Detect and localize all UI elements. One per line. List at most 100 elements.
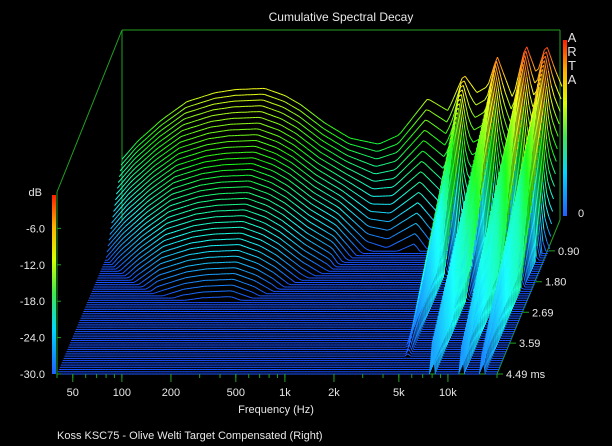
decay-segment <box>524 257 529 281</box>
decay-segment <box>111 219 115 224</box>
decay-segment <box>136 233 140 237</box>
decay-segment <box>534 175 539 236</box>
decay-segment <box>150 273 154 277</box>
decay-segment <box>289 271 294 275</box>
decay-segment <box>172 165 177 169</box>
decay-segment <box>290 168 294 172</box>
decay-segment <box>429 133 434 137</box>
decay-segment <box>266 156 271 159</box>
decay-segment <box>142 222 147 226</box>
decay-segment <box>138 186 143 190</box>
decay-segment <box>334 198 338 201</box>
decay-segment <box>401 167 406 172</box>
decay-segment <box>266 217 270 220</box>
decay-segment <box>377 236 381 238</box>
decay-segment <box>490 129 495 173</box>
decay-segment <box>302 112 307 116</box>
decay-segment <box>189 270 193 272</box>
decay-segment <box>289 110 294 114</box>
decay-segment <box>166 221 170 224</box>
decay-segment <box>200 257 204 260</box>
decay-segment <box>340 138 345 142</box>
decay-segment <box>122 240 126 245</box>
decay-segment <box>134 180 139 184</box>
decay-segment <box>333 165 337 169</box>
decay-segment <box>128 220 132 225</box>
decay-segment <box>148 172 153 177</box>
decay-segment <box>460 142 464 172</box>
decay-segment <box>166 138 171 142</box>
decay-segment <box>319 131 323 135</box>
decay-segment <box>184 111 188 114</box>
decay-segment <box>218 125 222 127</box>
decay-segment <box>274 146 279 149</box>
decay-segment <box>403 227 408 231</box>
decay-segment <box>468 106 473 114</box>
decay-segment <box>358 187 363 191</box>
decay-segment <box>130 268 134 272</box>
decay-segment <box>201 251 205 254</box>
decay-segment <box>268 107 272 110</box>
decay-segment <box>329 188 333 192</box>
decay-segment <box>436 162 441 166</box>
decay-segment <box>355 145 359 147</box>
decay-segment <box>175 235 179 238</box>
decay-segment <box>159 268 163 271</box>
decay-segment <box>115 266 120 270</box>
decay-segment <box>394 158 399 162</box>
decay-segment <box>339 144 344 148</box>
decay-segment <box>359 226 364 231</box>
decay-segment <box>128 264 133 269</box>
decay-segment <box>245 228 250 231</box>
decay-segment <box>301 118 306 122</box>
decay-segment <box>296 211 300 215</box>
decay-segment <box>447 104 451 111</box>
decay-segment <box>347 216 352 220</box>
decay-segment <box>340 157 345 161</box>
decay-segment <box>192 197 197 199</box>
decay-segment <box>293 131 297 135</box>
decay-segment <box>142 178 147 182</box>
decay-segment <box>126 261 131 266</box>
decay-segment <box>521 113 526 148</box>
decay-segment <box>311 260 315 264</box>
decay-segment <box>548 63 553 76</box>
decay-segment <box>431 146 436 150</box>
decay-segment <box>187 127 191 130</box>
decay-segment <box>268 89 272 92</box>
decay-segment <box>428 144 433 148</box>
decay-segment <box>318 258 322 262</box>
decay-segment <box>307 201 312 205</box>
decay-segment <box>448 139 453 145</box>
decay-segment <box>352 163 357 167</box>
decay-segment <box>282 214 287 218</box>
decay-segment <box>269 257 273 260</box>
decay-segment <box>179 261 183 264</box>
decay-segment <box>539 138 544 183</box>
decay-segment <box>152 210 157 214</box>
decay-segment <box>289 135 293 139</box>
decay-segment <box>390 193 395 197</box>
decay-segment <box>320 241 325 244</box>
decay-segment <box>298 278 303 281</box>
decay-segment <box>300 124 305 128</box>
decay-segment <box>525 50 530 63</box>
decay-segment <box>177 273 181 276</box>
decay-segment <box>197 168 201 171</box>
decay-segment <box>268 205 272 209</box>
decay-segment <box>152 179 156 183</box>
decay-segment <box>326 244 331 248</box>
decay-segment <box>137 148 141 152</box>
decay-segment <box>248 271 252 274</box>
decay-segment <box>409 169 413 173</box>
decay-segment <box>334 258 339 264</box>
decay-segment <box>244 276 248 279</box>
decay-segment <box>278 123 282 126</box>
decay-segment <box>297 245 302 249</box>
decay-segment <box>149 152 153 156</box>
decay-segment <box>357 194 362 198</box>
decay-segment <box>277 224 282 227</box>
decay-segment <box>300 188 304 192</box>
decay-segment <box>497 180 501 281</box>
decay-segment <box>443 162 448 168</box>
